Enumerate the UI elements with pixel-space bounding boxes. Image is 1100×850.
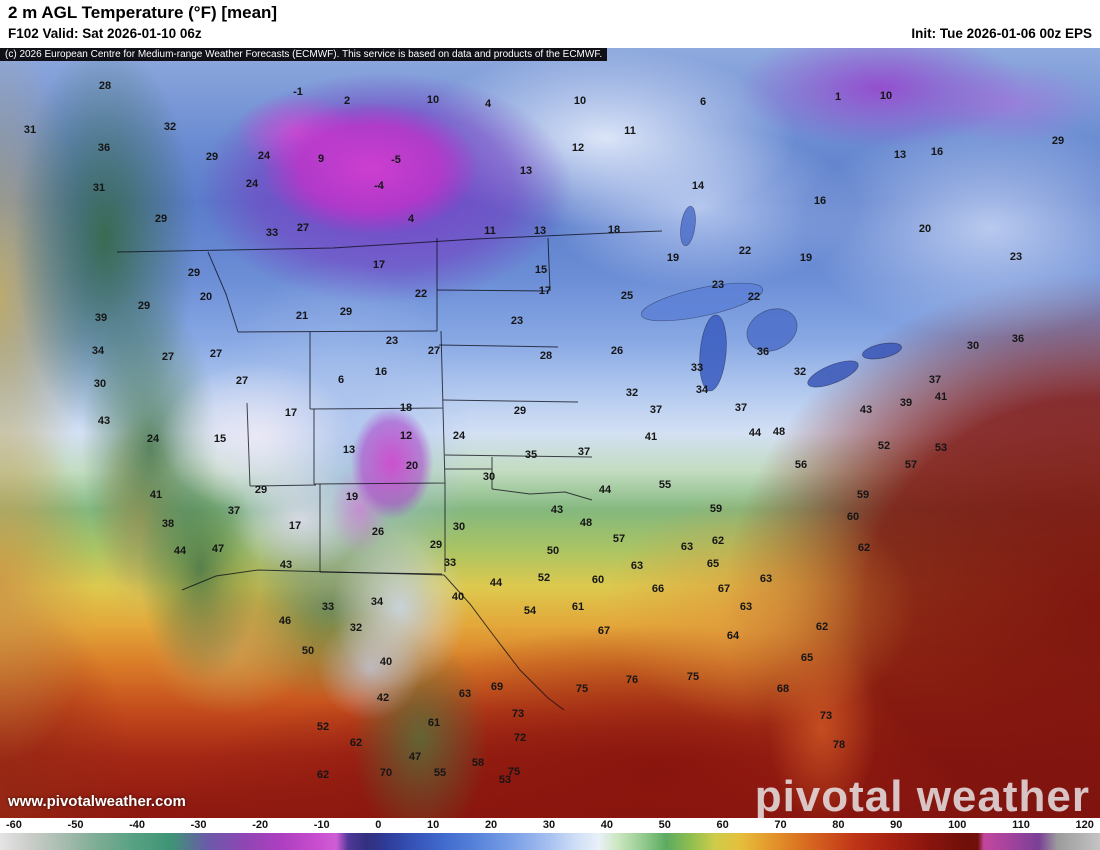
colorbar-tick-label: -20 — [252, 819, 269, 831]
border-minnesota-west — [547, 237, 551, 292]
lake-huron — [746, 308, 798, 352]
colorbar-tick-label: 110 — [1012, 819, 1030, 831]
colorbar-tick-label: 10 — [427, 819, 440, 831]
lake-ontario — [862, 342, 902, 360]
colorbar-tick-label: 50 — [658, 819, 671, 831]
colorbar-tick-label: 30 — [542, 819, 556, 831]
colorbar-tick-label: 80 — [832, 819, 845, 831]
temperature-map: pivotal weather www.pivotalweather.com — [0, 48, 1100, 818]
border-rio-grande — [443, 574, 565, 711]
colorbar-tick-label: -10 — [313, 819, 330, 831]
colorbar-tick-label: -50 — [67, 819, 84, 831]
border-red-river — [491, 488, 593, 501]
state-borders-group — [116, 230, 663, 711]
valid-time-label: F102 Valid: Sat 2026-01-10 06z — [8, 26, 202, 41]
lake-michigan — [699, 314, 727, 392]
border-colorado — [313, 407, 446, 485]
colorbar-tick-label: -40 — [129, 819, 145, 831]
border-new-mexico — [319, 483, 446, 575]
colorbar-tick-label: 100 — [948, 819, 967, 831]
lake-winnipeg — [680, 205, 696, 247]
colorbar-tick-label: 120 — [1075, 819, 1094, 831]
copyright-banner: (c) 2026 European Centre for Medium-rang… — [0, 48, 608, 61]
header: 2 m AGL Temperature (°F) [mean] F102 Val… — [0, 0, 1100, 48]
border-montana-west — [207, 251, 239, 333]
colorbar-gradient — [0, 833, 1100, 850]
colorbar-tick-label: -30 — [190, 819, 207, 831]
border-nebraska-kansas — [442, 399, 593, 458]
colorbar-tick-label: 40 — [600, 819, 613, 831]
colorbar-tick-label: -60 — [6, 819, 22, 831]
colorbar-tick-label: 70 — [774, 819, 787, 831]
border-dakotas — [436, 289, 559, 348]
colorbar-ticks: -60 -50 -40 -30 -20 -10 0 10 20 30 40 50 60 70 80 90 100… — [0, 818, 1100, 833]
website-url: www.pivotalweather.com — [8, 793, 186, 810]
colorbar-tick-label: 90 — [890, 819, 903, 831]
page-title: 2 m AGL Temperature (°F) [mean] — [8, 3, 278, 22]
border-us-mexico-west — [181, 569, 445, 591]
border-utah-nevada — [246, 402, 317, 487]
lakes-group — [640, 205, 902, 392]
border-us-canada — [116, 230, 663, 253]
pivotal-weather-logo: pivotal weather — [754, 772, 1090, 818]
colorbar: -60 -50 -40 -30 -20 -10 0 10 20 30 40 50 60 70 80 90 100… — [0, 818, 1100, 850]
border-oklahoma-panhandle — [445, 457, 493, 489]
init-time-label: Init: Tue 2026-01-06 00z EPS — [911, 26, 1092, 41]
lake-superior — [640, 282, 764, 322]
map-borders-overlay — [116, 205, 902, 711]
border-montana-south — [237, 330, 438, 333]
colorbar-tick-label: 60 — [716, 819, 729, 831]
border-wyoming — [309, 330, 444, 410]
colorbar-tick-label: 20 — [484, 819, 498, 831]
lake-erie — [807, 360, 859, 388]
colorbar-tick-label: 0 — [375, 819, 382, 831]
